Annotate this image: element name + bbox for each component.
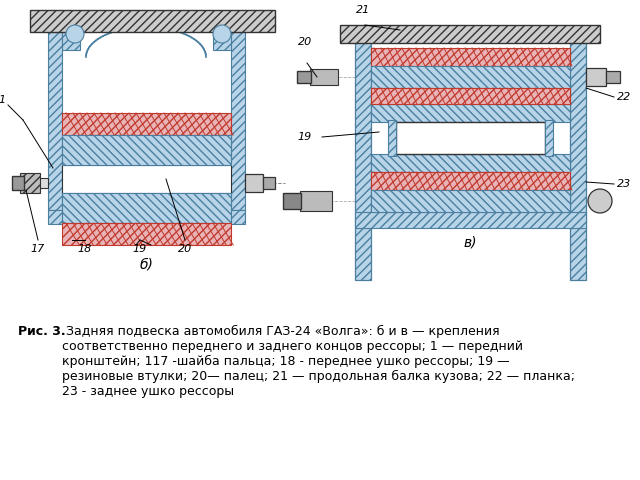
Bar (586, 68, 606, 86)
Text: в): в) (463, 235, 477, 249)
Bar (62, 135, 231, 165)
Circle shape (66, 25, 84, 43)
Bar (371, 48, 570, 66)
Bar (231, 32, 245, 210)
Bar (297, 71, 311, 83)
Bar (30, 10, 275, 32)
Bar (20, 173, 40, 193)
Text: 19: 19 (133, 244, 147, 254)
Bar (263, 177, 275, 189)
Bar (20, 178, 48, 188)
Bar (340, 25, 600, 43)
Bar (62, 223, 231, 245)
Text: 18: 18 (78, 244, 92, 254)
Circle shape (588, 189, 612, 213)
Bar (371, 88, 570, 104)
Text: 22: 22 (617, 92, 631, 102)
Bar (245, 174, 263, 192)
Bar (283, 193, 301, 209)
Bar (388, 120, 396, 156)
Text: 20: 20 (178, 244, 192, 254)
Bar (355, 212, 586, 228)
Bar (570, 38, 586, 280)
Bar (371, 66, 570, 88)
Text: 20: 20 (298, 37, 312, 47)
Text: 1: 1 (0, 95, 6, 105)
Bar (300, 191, 332, 211)
Bar (48, 210, 245, 224)
Text: 23: 23 (617, 179, 631, 189)
Text: 17: 17 (31, 244, 45, 254)
Bar (62, 113, 231, 135)
Text: Задняя подвеска автомобиля ГАЗ-24 «Волга»: б и в — крепления
соответственно пере: Задняя подвеска автомобиля ГАЗ-24 «Волга… (62, 325, 575, 398)
Bar (310, 69, 338, 85)
Bar (62, 32, 80, 50)
Bar (62, 193, 231, 223)
Circle shape (213, 25, 231, 43)
Bar (545, 120, 553, 156)
Bar (606, 71, 620, 83)
Bar (371, 190, 570, 212)
Text: Рис. 3.: Рис. 3. (18, 325, 66, 338)
Bar (371, 104, 570, 122)
Bar (62, 165, 231, 193)
Bar (355, 38, 371, 280)
Bar (371, 172, 570, 190)
Bar (48, 32, 62, 210)
Bar (213, 32, 231, 50)
Bar (12, 176, 24, 190)
Text: 19: 19 (298, 132, 312, 142)
Text: 21: 21 (356, 5, 370, 15)
Bar (371, 154, 570, 172)
Text: б): б) (139, 258, 153, 272)
Bar (396, 122, 545, 154)
